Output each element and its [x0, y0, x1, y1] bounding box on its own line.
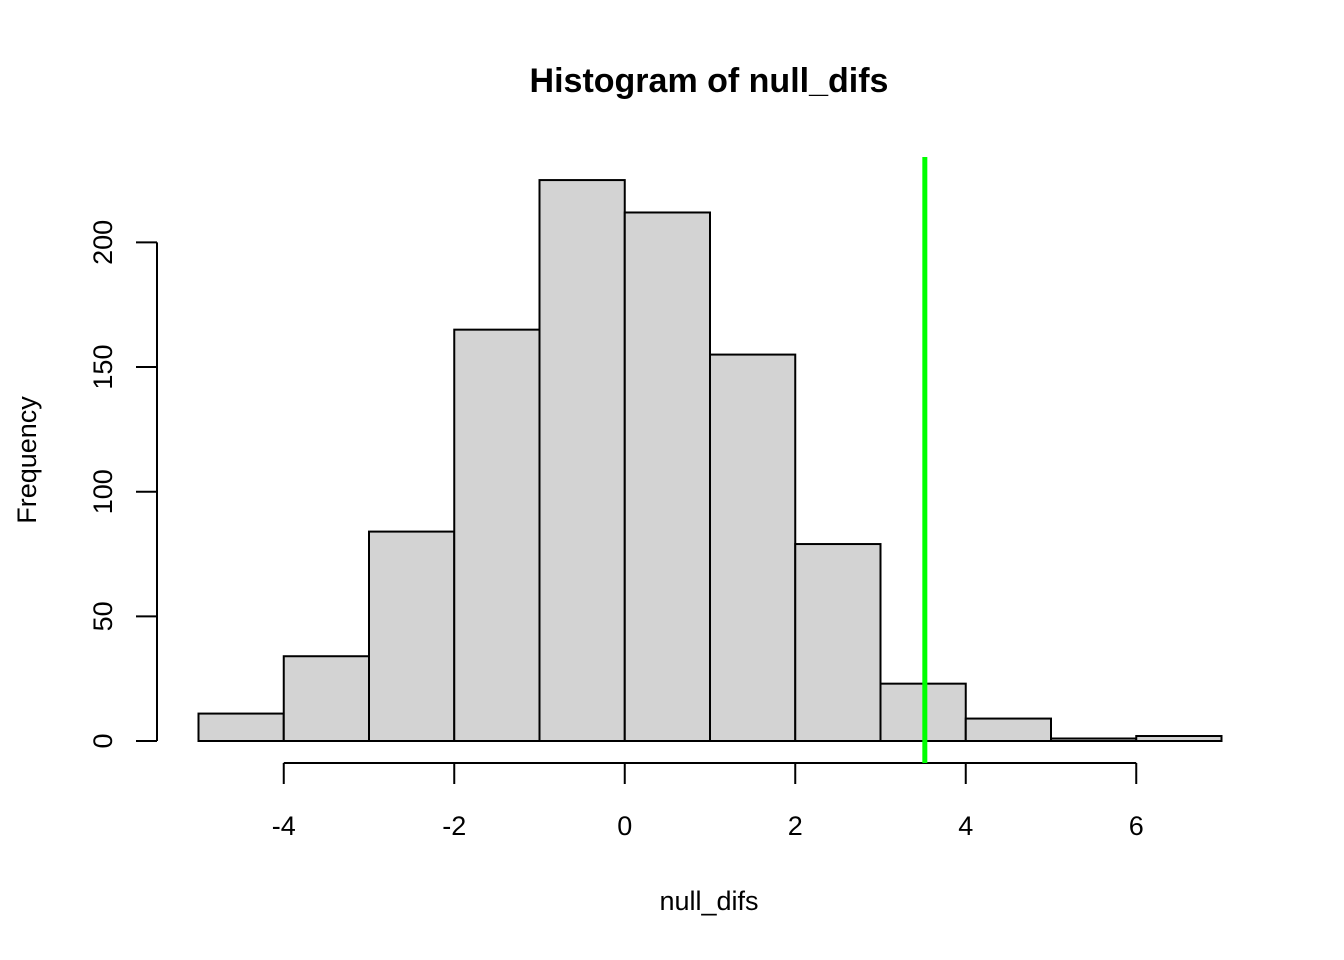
x-tick-label: -2: [442, 811, 466, 841]
histogram-bar: [623, 211, 711, 742]
y-tick-label: 200: [88, 220, 118, 265]
x-axis-label: null_difs: [659, 886, 758, 916]
histogram-bar: [1135, 735, 1223, 742]
x-tick-label: 4: [958, 811, 973, 841]
x-tick-label: 0: [617, 811, 632, 841]
histogram-bar: [794, 543, 882, 742]
x-tick-label: 2: [788, 811, 803, 841]
histogram-bar: [197, 712, 285, 743]
histogram-bars: [197, 179, 1223, 743]
y-axis-label: Frequency: [12, 396, 42, 524]
y-tick-label: 0: [88, 733, 118, 748]
y-axis: 0 50 100 150 200: [88, 220, 158, 749]
y-tick-label: 100: [88, 469, 118, 514]
y-tick-label: 50: [88, 601, 118, 631]
y-tick-label: 150: [88, 345, 118, 390]
chart-title: Histogram of null_difs: [530, 62, 889, 100]
histogram-bar: [964, 717, 1052, 742]
x-tick-label: 6: [1129, 811, 1144, 841]
x-tick-label: -4: [272, 811, 296, 841]
histogram-bar: [1050, 737, 1138, 743]
histogram-bar: [282, 655, 370, 742]
histogram-bar: [368, 530, 456, 743]
histogram-bar: [538, 179, 626, 742]
histogram-bar: [709, 353, 797, 742]
histogram-bar: [453, 328, 541, 742]
x-axis: -4 -2 0 2 4 6: [272, 762, 1144, 841]
